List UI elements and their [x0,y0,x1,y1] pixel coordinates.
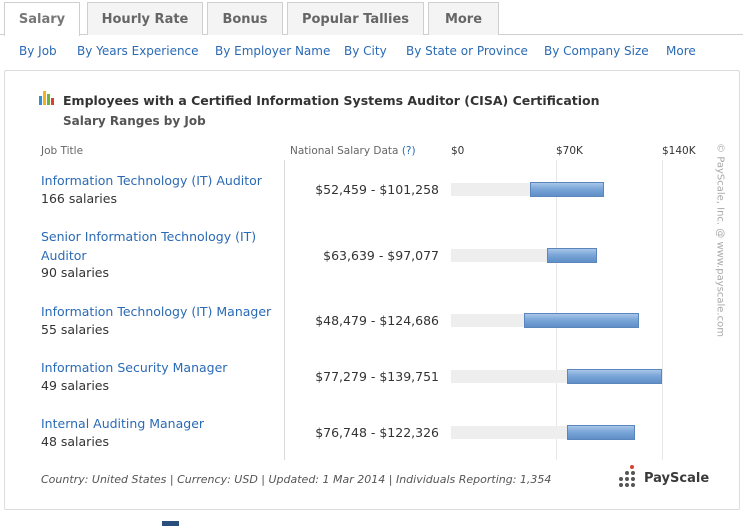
job-title-link[interactable]: Information Technology (IT) Auditor [41,173,262,188]
salary-range-label: $76,748 - $122,326 [315,425,439,440]
job-title-link[interactable]: Information Security Manager [41,360,228,375]
tab-bonus[interactable]: Bonus [207,2,283,35]
salary-range-bar[interactable] [546,248,598,263]
salary-range-bar[interactable] [524,313,639,328]
axis-tick-label: $70K [556,145,583,157]
subnav-by-years-experience[interactable]: By Years Experience [77,44,199,58]
job-title-link[interactable]: Information Technology (IT) Manager [41,304,272,319]
salary-count: 90 salaries [41,265,109,280]
salary-range-label: $63,639 - $97,077 [323,248,439,263]
gridline [556,160,557,460]
copyright-watermark: © PayScale, Inc. @ www.payscale.com [700,140,740,340]
subnav-by-company-size[interactable]: By Company Size [544,44,649,58]
payscale-dots-icon [617,465,639,491]
tab-bar: Salary Hourly Rate Bonus Popular Tallies… [0,0,743,38]
subnav-more[interactable]: More [666,44,696,58]
salary-range-bar[interactable] [567,369,662,384]
salary-range-label: $52,459 - $101,258 [315,182,439,197]
column-divider [284,160,285,460]
page-fragment [162,521,179,526]
subnav-by-state-or-province[interactable]: By State or Province [406,44,528,58]
tab-popular-tallies[interactable]: Popular Tallies [287,2,424,35]
salary-range-label: $77,279 - $139,751 [315,369,439,384]
axis-tick-label: $0 [451,145,465,157]
bar-chart-icon [39,90,56,105]
footer-info: Country: United States | Currency: USD |… [41,473,552,486]
salary-range-bar[interactable] [530,182,604,197]
job-title-link[interactable]: Senior Information Technology (IT) Audit… [41,229,257,263]
tab-more[interactable]: More [428,2,499,35]
salary-count: 55 salaries [41,322,109,337]
subnav-by-city[interactable]: By City [344,44,387,58]
job-title-link[interactable]: Internal Auditing Manager [41,416,205,431]
salary-range-bar[interactable] [566,425,636,440]
gridline [662,160,663,460]
axis-tick-label: $140K [662,145,696,157]
chart-subtitle: Salary Ranges by Job [63,114,206,128]
tab-hourly-rate[interactable]: Hourly Rate [87,2,203,35]
salary-count: 166 salaries [41,191,117,206]
subnav-by-job[interactable]: By Job [19,44,57,58]
chart-title: Employees with a Certified Information S… [63,93,600,108]
salary-count: 49 salaries [41,378,109,393]
subnav-by-employer-name[interactable]: By Employer Name [215,44,331,58]
tab-salary[interactable]: Salary [4,2,80,38]
column-header-salary: National Salary Data (?) [290,145,416,157]
salary-count: 48 salaries [41,434,109,449]
help-link[interactable]: (?) [401,145,416,157]
chart-panel [4,70,740,510]
column-header-job-title: Job Title [41,145,84,157]
payscale-logo-text: PayScale [644,471,710,486]
column-header-salary-label: National Salary Data [290,145,399,157]
sub-navigation: By Job By Years Experience By Employer N… [0,36,743,68]
payscale-logo: PayScale [617,463,710,493]
salary-range-label: $48,479 - $124,686 [315,313,439,328]
watermark-text: © PayScale, Inc. @ www.payscale.com [714,143,726,337]
